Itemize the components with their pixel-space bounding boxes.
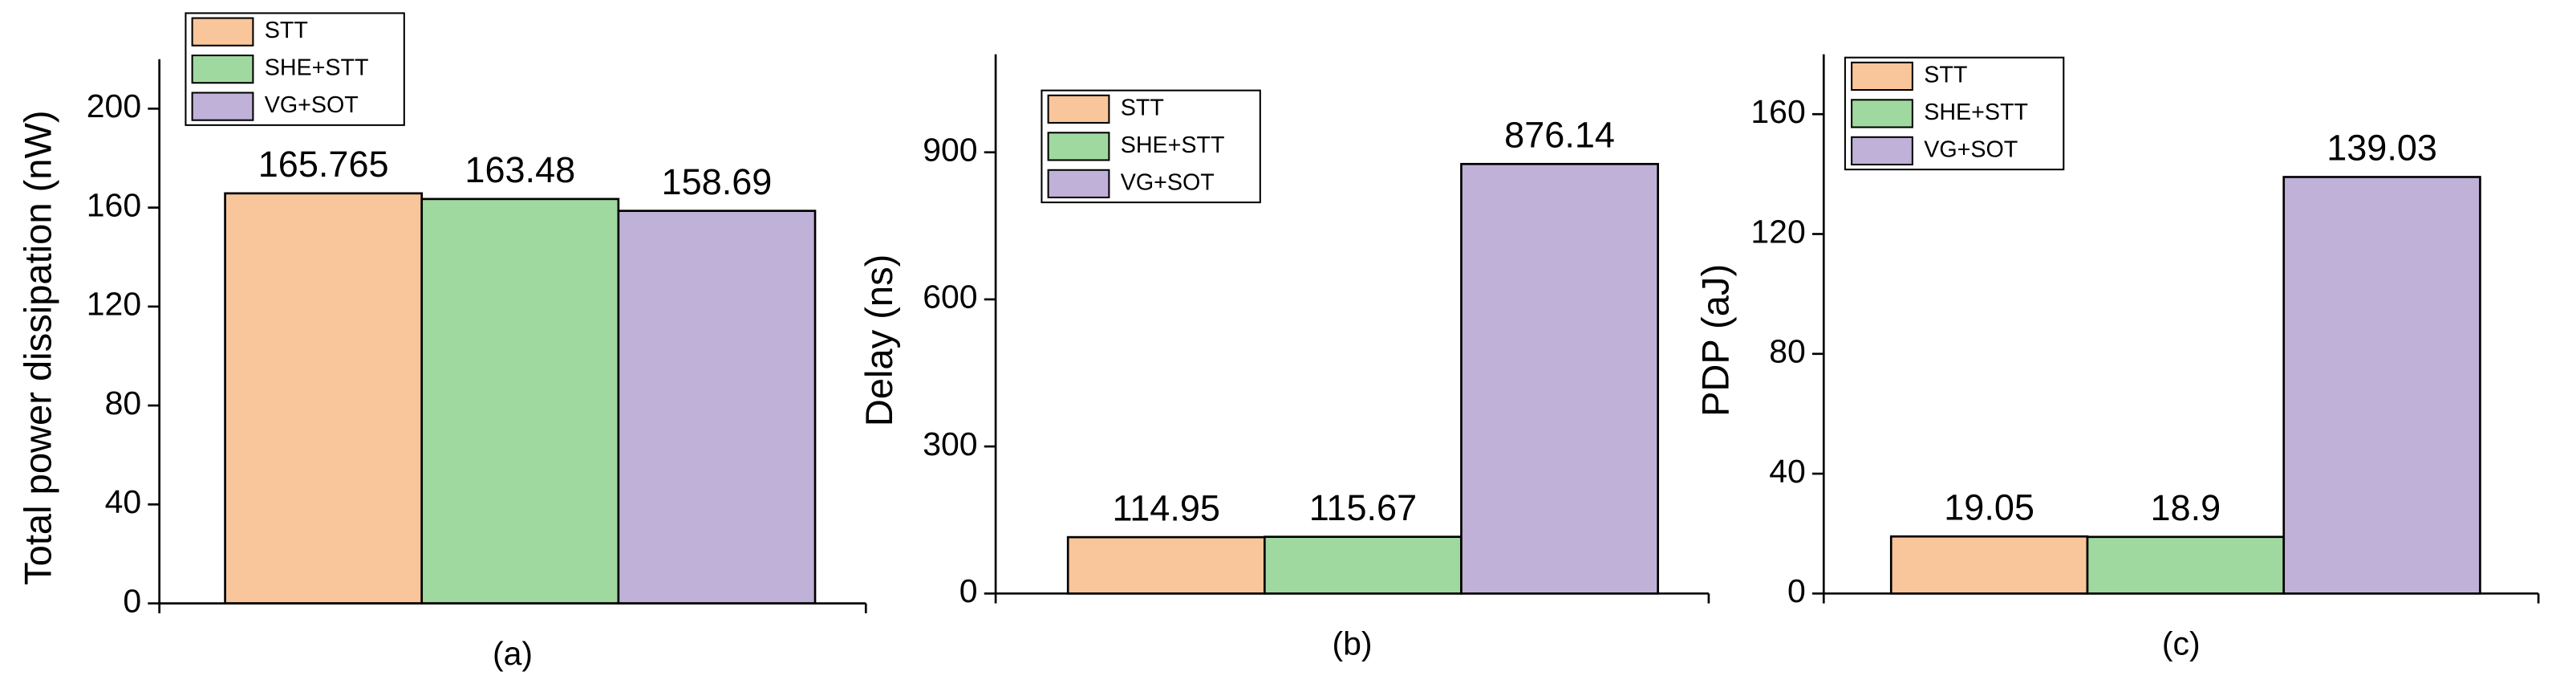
legend-label: VG+SOT	[1924, 136, 2018, 162]
value-label: 163.48	[464, 149, 575, 190]
y-tick-label: 200	[87, 88, 141, 124]
legend-swatch	[191, 92, 254, 121]
legend-swatch	[191, 54, 254, 84]
value-label: 165.765	[258, 144, 389, 185]
legend-label: VG+SOT	[265, 92, 359, 118]
legend-swatch	[1851, 136, 1913, 166]
bar	[1889, 535, 2089, 595]
y-tick-label: 120	[1750, 213, 1805, 250]
legend-swatch	[1047, 94, 1110, 124]
bar	[420, 197, 620, 604]
bar	[2086, 535, 2286, 595]
legend-label: SHE+STT	[1121, 132, 1225, 158]
y-tick-label: 40	[105, 483, 142, 520]
y-tick-label: 160	[1750, 93, 1805, 130]
value-label: 115.67	[1309, 487, 1417, 528]
bar	[1460, 162, 1659, 595]
legend-swatch	[1851, 99, 1913, 128]
x-axis-label: (c)	[2162, 625, 2201, 662]
y-tick-label: 0	[959, 572, 978, 609]
y-tick-label: 80	[105, 385, 142, 421]
value-label: 158.69	[662, 161, 773, 202]
legend-label: VG+SOT	[1121, 169, 1215, 195]
legend-swatch	[191, 17, 254, 47]
bar	[224, 192, 424, 604]
legend-label: SHE+STT	[1924, 100, 2028, 125]
legend-label: STT	[1924, 63, 1967, 88]
x-axis-label: (a)	[493, 635, 533, 672]
y-tick-label: 0	[123, 582, 141, 619]
value-label: 139.03	[2327, 128, 2437, 169]
y-tick-label: 160	[87, 186, 141, 223]
y-tick-label: 40	[1769, 453, 1806, 490]
y-tick-label: 0	[1787, 572, 1806, 609]
y-tick-label: 600	[923, 279, 977, 315]
value-label: 876.14	[1504, 114, 1615, 155]
y-tick-label: 120	[87, 286, 141, 323]
value-label: 114.95	[1113, 487, 1220, 528]
value-label: 19.05	[1944, 486, 2034, 527]
y-axis-label: Delay (ns)	[858, 254, 900, 427]
y-tick-label: 900	[923, 132, 977, 169]
value-label: 18.9	[2151, 487, 2221, 528]
y-axis-label: PDP (aJ)	[1694, 264, 1737, 417]
bar	[1264, 535, 1462, 595]
legend-label: STT	[265, 18, 308, 43]
bar	[2282, 176, 2481, 595]
legend-label: STT	[1121, 95, 1164, 120]
legend-swatch	[1851, 61, 1913, 92]
legend-label: SHE+STT	[265, 55, 369, 81]
bar	[617, 210, 817, 604]
bar	[1066, 535, 1266, 595]
y-axis-label: Total power dissipation (nW)	[17, 110, 59, 585]
y-tick-label: 80	[1769, 333, 1806, 370]
x-axis-label: (b)	[1332, 625, 1372, 662]
y-tick-label: 300	[923, 425, 977, 462]
figure-content: 165.765 163.48 158.69 0 40 80 120 160 200 Total p…	[17, 12, 2540, 672]
legend-swatch	[1047, 132, 1110, 161]
legend-swatch	[1047, 169, 1110, 198]
